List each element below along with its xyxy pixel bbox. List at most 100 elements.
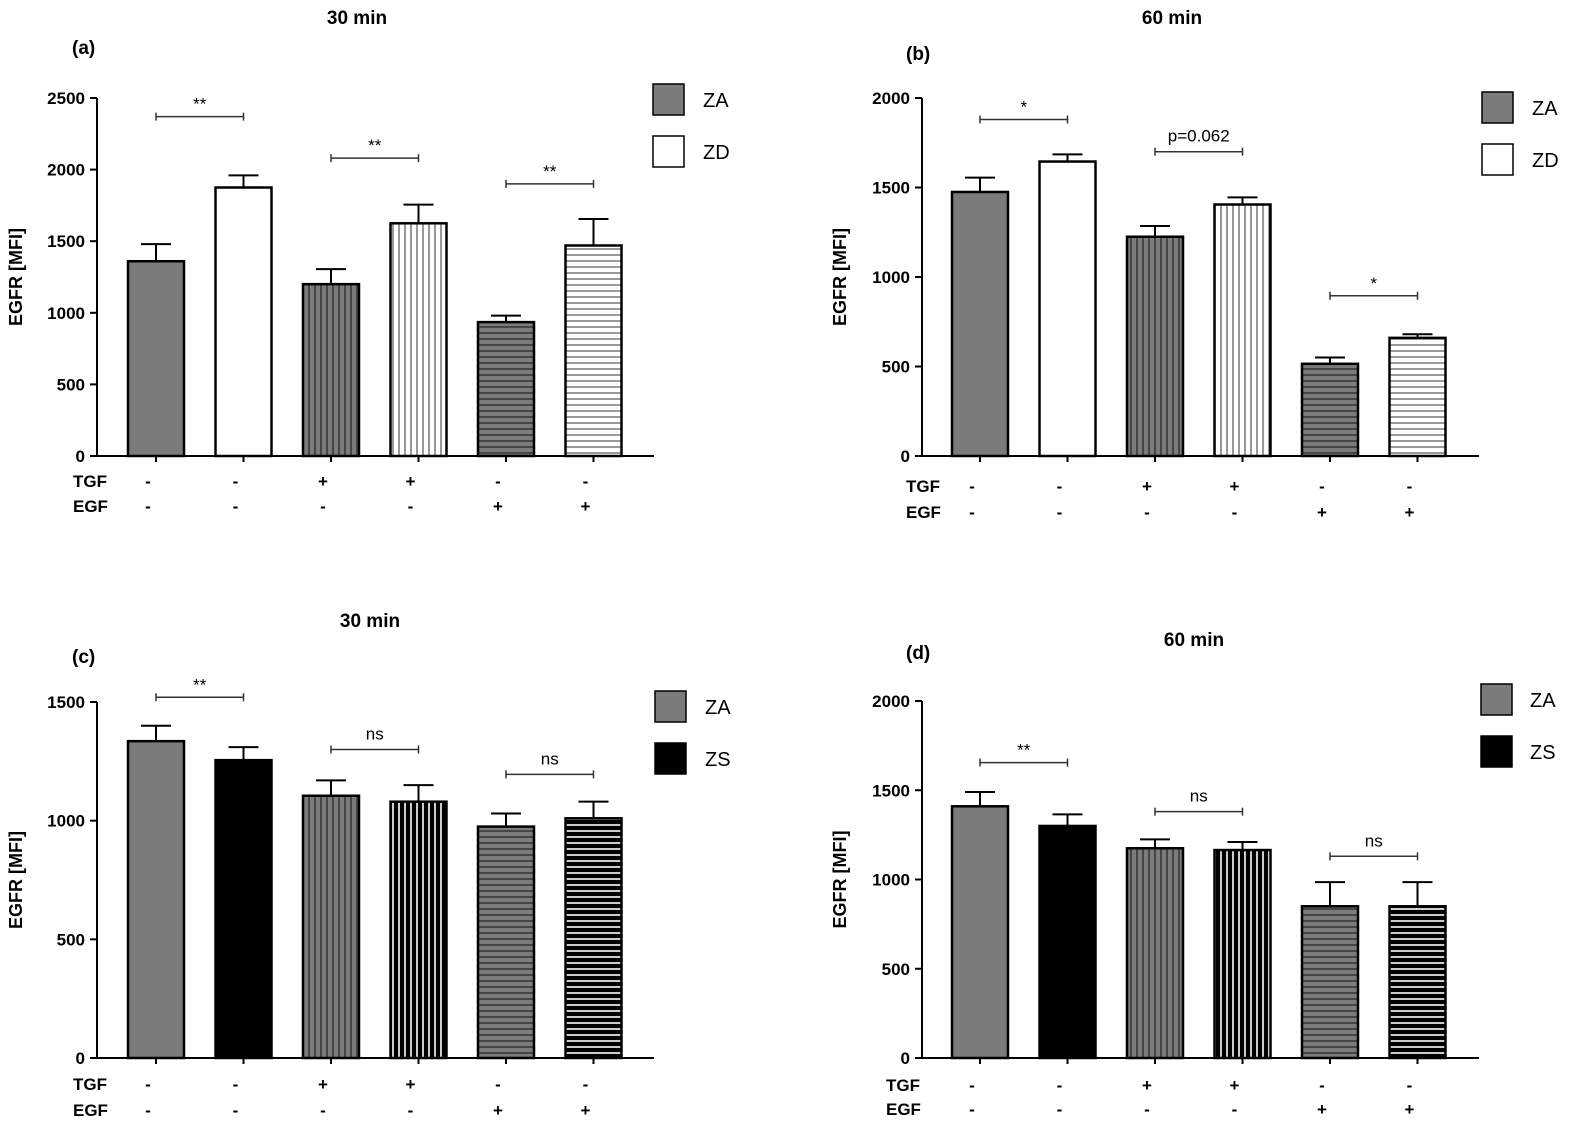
bar-za-4: [1300, 905, 1360, 1060]
bar-zd-3: [389, 222, 448, 458]
tgf-sign: -: [233, 1075, 239, 1094]
tgf-sign: -: [495, 1075, 501, 1094]
bar-za-2: [1125, 847, 1185, 1060]
egf-sign: -: [408, 1101, 414, 1120]
legend-swatch-zs: [1480, 735, 1513, 768]
row-label-egf: EGF: [73, 497, 108, 516]
egf-sign: -: [1232, 1100, 1238, 1119]
bar-zd-1: [1038, 160, 1097, 458]
legend-label-za: ZA: [1530, 690, 1556, 712]
y-axis-label: EGFR [MFI]: [830, 831, 850, 929]
egf-sign: -: [320, 497, 326, 516]
legend-label-za: ZA: [703, 90, 729, 112]
egf-sign: -: [1144, 503, 1150, 522]
egf-sign: +: [1405, 1100, 1415, 1119]
chart-panel-c: 30 min (c) EGFR [MFI] 0 500 1000 1500 ** ns ns TGF…: [6, 611, 731, 1120]
y-tick-label: 1500: [47, 693, 85, 712]
egf-sign: -: [145, 497, 151, 516]
tgf-sign: -: [969, 477, 975, 496]
egf-sign: -: [969, 1100, 975, 1119]
y-tick-label: 0: [901, 447, 910, 466]
egf-sign: -: [233, 497, 239, 516]
significance-label: ns: [541, 749, 559, 768]
chart-title: 60 min: [1142, 8, 1202, 29]
egf-sign: +: [581, 1101, 591, 1120]
bar-zd-5: [564, 244, 623, 458]
egf-sign: -: [1057, 1100, 1063, 1119]
bar-za-2: [301, 794, 361, 1060]
egf-sign: -: [408, 497, 414, 516]
significance-label: **: [193, 675, 207, 694]
significance-label: **: [368, 136, 382, 155]
legend-label-zs: ZS: [1530, 742, 1556, 764]
y-tick-label: 500: [882, 960, 910, 979]
bar-zs-3: [1213, 848, 1272, 1060]
tgf-sign: +: [1230, 477, 1240, 496]
egf-sign: -: [969, 503, 975, 522]
bar-za-0: [950, 190, 1010, 458]
y-tick-label: 1000: [47, 812, 85, 831]
significance-label: ns: [1365, 831, 1383, 850]
chart-title: 30 min: [340, 611, 400, 632]
legend-label-za: ZA: [1532, 98, 1558, 120]
y-tick-label: 2000: [872, 692, 910, 711]
tgf-sign: +: [406, 1075, 416, 1094]
bar-za-0: [126, 739, 186, 1060]
row-label-tgf: TGF: [886, 1076, 920, 1095]
legend-swatch-za: [1480, 683, 1513, 716]
tgf-sign: -: [1319, 1076, 1325, 1095]
row-label-egf: EGF: [886, 1100, 921, 1119]
panel-label: (d): [906, 643, 930, 664]
row-label-egf: EGF: [906, 503, 941, 522]
legend-swatch-za: [654, 690, 687, 723]
legend-label-zd: ZD: [703, 142, 730, 164]
bar-zd-1: [214, 186, 273, 458]
egf-sign: +: [581, 497, 591, 516]
y-tick-label: 500: [57, 930, 85, 949]
tgf-sign: -: [1057, 1076, 1063, 1095]
tgf-sign: +: [1142, 1076, 1152, 1095]
bar-za-0: [126, 259, 186, 458]
tgf-sign: +: [318, 1075, 328, 1094]
egf-sign: -: [320, 1101, 326, 1120]
egf-sign: +: [1405, 503, 1415, 522]
legend-swatch-za: [652, 83, 685, 116]
panel-label: (b): [906, 44, 930, 65]
legend-swatch-za: [1481, 91, 1514, 124]
legend-label-za: ZA: [705, 697, 731, 719]
chart-title: 60 min: [1164, 630, 1224, 651]
tgf-sign: -: [145, 472, 151, 491]
y-tick-label: 1000: [872, 268, 910, 287]
bar-za-4: [476, 825, 536, 1060]
chart-title: 30 min: [327, 8, 387, 29]
bar-zs-5: [564, 817, 623, 1060]
y-axis-label: EGFR [MFI]: [830, 228, 850, 326]
significance-label: *: [1370, 274, 1377, 293]
significance-label: ns: [366, 724, 384, 743]
tgf-sign: -: [145, 1075, 151, 1094]
egf-sign: -: [1057, 503, 1063, 522]
legend-swatch-zd: [652, 135, 685, 168]
y-tick-label: 2500: [47, 89, 85, 108]
egf-sign: +: [493, 497, 503, 516]
y-tick-label: 1500: [872, 179, 910, 198]
y-tick-label: 1000: [872, 871, 910, 890]
chart-panel-b: 60 min (b) EGFR [MFI] 0 500 1000 1500 2000 * p=0.…: [830, 8, 1559, 522]
tgf-sign: +: [406, 472, 416, 491]
tgf-sign: +: [318, 472, 328, 491]
bar-zd-5: [1388, 336, 1447, 458]
bar-zs-1: [1038, 824, 1097, 1060]
y-axis-label: EGFR [MFI]: [6, 228, 26, 326]
tgf-sign: -: [583, 1075, 589, 1094]
tgf-sign: -: [1407, 477, 1413, 496]
legend-swatch-zd: [1481, 143, 1514, 176]
egf-sign: +: [1317, 1100, 1327, 1119]
significance-label: **: [193, 95, 207, 114]
bar-za-2: [1125, 235, 1185, 458]
bar-za-2: [301, 282, 361, 458]
bar-zd-3: [1213, 203, 1272, 458]
y-tick-label: 1000: [47, 304, 85, 323]
legend-label-zs: ZS: [705, 749, 731, 771]
y-tick-label: 0: [901, 1049, 910, 1068]
egf-sign: -: [145, 1101, 151, 1120]
